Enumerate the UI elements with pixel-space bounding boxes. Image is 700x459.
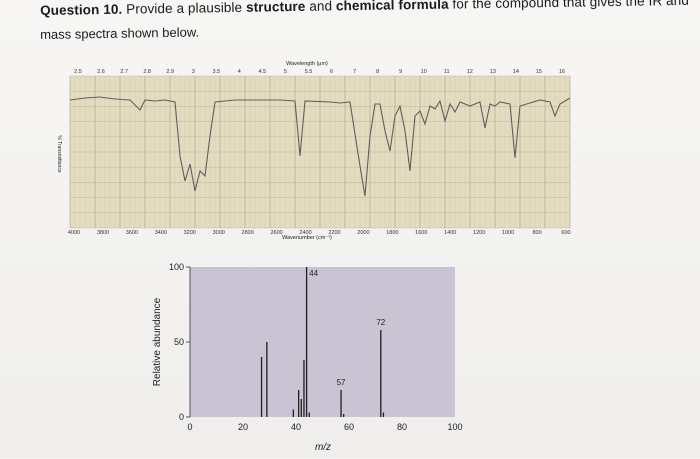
ir-trace [69, 96, 571, 197]
ir-spectrum-svg: 2.5 2.6 2.7 2.8 2.9 3 3.5 4 4.5 5 5.5 6 7 8 9 10 11 12 13 1… [56, 61, 571, 241]
ms-x-tick-label: 20 [238, 422, 248, 432]
ir-bottom-tick-label: 1800 [386, 230, 398, 236]
ir-spectrum: 2.5 2.6 2.7 2.8 2.9 3 3.5 4 4.5 5 5.5 6 7 8 9 10 11 12 13 1… [52, 58, 582, 248]
ms-plot-background [190, 267, 455, 417]
question-text-before: Provide a plausible [126, 0, 243, 17]
mass-spectrum-svg: 0 50 100 0 20 40 60 80 100 44 57 72 m/z Relative … [152, 262, 463, 453]
ms-peaks [260, 267, 385, 417]
ms-x-tick-label: 60 [344, 422, 354, 432]
ir-bottom-tick-label: 1600 [415, 230, 427, 236]
ir-bottom-tick-label: 2000 [357, 230, 369, 236]
ir-top-tick-label: 2.9 [166, 69, 174, 75]
question-text-after: for the compound that gives the IR and [452, 0, 690, 12]
ir-bottom-tick-label: 2800 [242, 230, 254, 236]
ir-y-axis-label: % Transmittance [56, 135, 62, 172]
ir-bottom-tick-label: 800 [532, 230, 541, 236]
question-line-2: mass spectra shown below. [40, 24, 200, 42]
ir-top-tick-label: 11 [444, 69, 450, 75]
ir-bottom-tick-label: 1000 [502, 230, 514, 236]
ir-top-tick-label: 6 [330, 69, 333, 75]
ir-top-tick-label: 7 [353, 69, 356, 75]
ir-bottom-tick-label: 600 [561, 230, 570, 236]
ms-peak-label-44: 44 [309, 269, 318, 278]
question-title: Question 10. Provide a plausible structu… [40, 0, 689, 18]
mass-spectrum: 0 50 100 0 20 40 60 80 100 44 57 72 m/z Relative … [150, 262, 480, 454]
ir-top-tick-label: 3.5 [212, 69, 220, 75]
ir-top-tick-label: 9 [399, 69, 402, 75]
ir-top-tick-label: 14 [513, 69, 519, 75]
ms-peak-label-72: 72 [376, 318, 385, 327]
ms-x-tick-label: 0 [187, 422, 192, 432]
ir-top-tick-label: 3 [192, 69, 195, 75]
ir-top-tick-label: 13 [490, 69, 496, 75]
ms-y-tick-label: 100 [169, 262, 184, 272]
ir-top-axis-label: Wavelength (μm) [286, 61, 328, 67]
ir-bottom-tick-label: 2400 [299, 230, 311, 236]
ir-bottom-tick-label: 2200 [328, 230, 340, 236]
ir-top-tick-label: 5.5 [305, 69, 313, 75]
ir-bottom-tick-label: 2600 [270, 230, 282, 236]
ms-x-tick-label: 80 [397, 422, 407, 432]
ir-bottom-tick-label: 1400 [444, 230, 456, 236]
ms-peak-label-57: 57 [337, 378, 346, 387]
ir-bottom-tick-label: 3400 [155, 230, 167, 236]
ir-bottom-tick-label: 1200 [473, 230, 485, 236]
ir-top-tick-label: 12 [467, 69, 473, 75]
ir-top-tick-label: 4 [238, 69, 241, 75]
question-number: Question 10. [40, 1, 123, 18]
ms-x-tick-label: 100 [447, 422, 462, 432]
ir-grid [69, 75, 571, 229]
ms-x-ticks: 0 20 40 60 80 100 [187, 422, 462, 432]
ms-peak-labels: 44 57 72 [309, 269, 386, 387]
ir-top-tick-label: 2.5 [74, 69, 82, 75]
ir-bottom-ticks: 4000 3800 3600 3400 3200 3000 2800 2600 2400 2200… [68, 230, 571, 236]
ir-top-tick-label: 16 [559, 69, 565, 75]
ir-top-tick-label: 4.5 [259, 69, 267, 75]
question-and: and [309, 0, 333, 14]
ir-bottom-axis-label: Wavenumber (cm⁻¹) [282, 235, 332, 241]
ir-bottom-tick-label: 3800 [97, 230, 109, 236]
ir-top-tick-label: 8 [376, 69, 379, 75]
ir-bottom-tick-label: 4000 [68, 230, 80, 236]
ir-top-tick-label: 2.7 [120, 69, 128, 75]
ir-bottom-tick-label: 3000 [213, 230, 225, 236]
ms-x-tick-label: 40 [291, 422, 301, 432]
ms-y-ticks: 0 50 100 [169, 262, 190, 422]
question-bold-formula: chemical formula [335, 0, 449, 14]
ms-y-tick-label: 0 [179, 412, 184, 422]
ir-top-tick-label: 2.8 [143, 69, 151, 75]
ms-y-tick-label: 50 [174, 337, 184, 347]
ir-top-tick-label: 5 [284, 69, 287, 75]
ms-x-axis-label: m/z [315, 442, 331, 453]
ir-top-tick-label: 2.6 [97, 69, 105, 75]
ir-top-tick-label: 15 [536, 69, 542, 75]
question-bold-structure: structure [245, 0, 306, 15]
ms-y-axis-label: Relative abundance [152, 297, 163, 386]
ir-top-tick-label: 10 [421, 69, 427, 75]
ir-bottom-tick-label: 3600 [126, 230, 138, 236]
ir-bottom-tick-label: 3200 [184, 230, 196, 236]
ir-top-ticks: 2.5 2.6 2.7 2.8 2.9 3 3.5 4 4.5 5 5.5 6 7 8 9 10 11 12 13 1… [74, 69, 565, 75]
